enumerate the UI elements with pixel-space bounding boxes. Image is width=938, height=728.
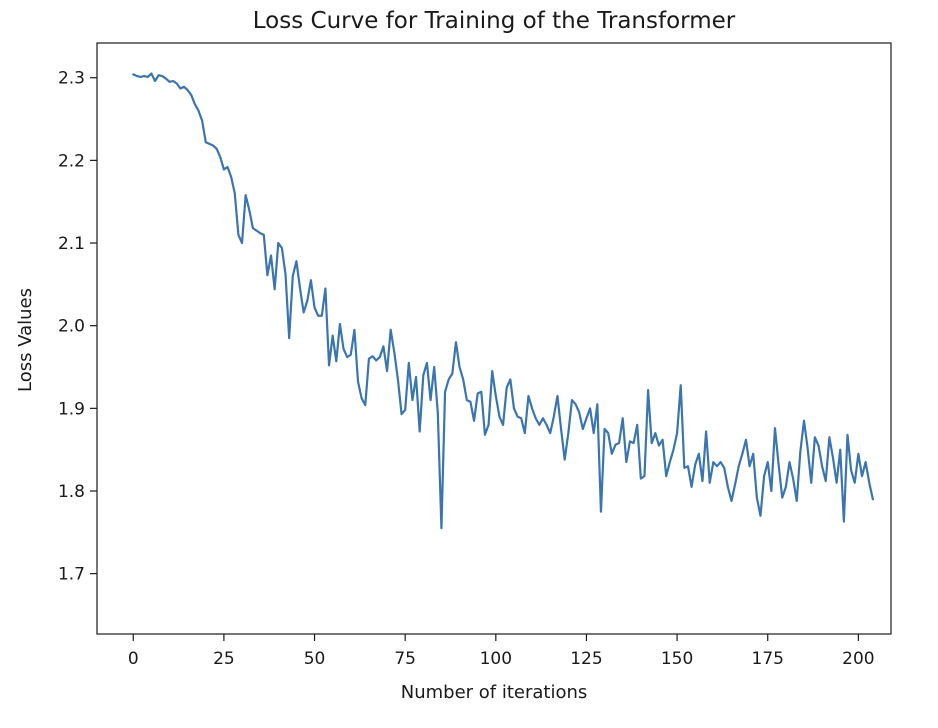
series-group xyxy=(132,72,874,530)
y-axis-label: Loss Values xyxy=(15,288,36,392)
plot-frame xyxy=(96,42,892,635)
y-tick-label: 1.9 xyxy=(58,399,85,419)
x-tick-label: 100 xyxy=(480,649,512,669)
x-tick-label: 150 xyxy=(661,649,693,669)
x-tick-label: 125 xyxy=(570,649,602,669)
y-tick-label: 2.1 xyxy=(58,234,85,254)
chart-title: Loss Curve for Training of the Transform… xyxy=(253,8,736,34)
x-tick-label: 175 xyxy=(752,649,784,669)
axis-ticks: 0 25 50 75 100 125 150 175 200 1.7 1.8 1.9 2.0 2.1 2.2… xyxy=(58,69,875,669)
y-tick-label: 2.2 xyxy=(58,151,85,171)
x-tick-label: 75 xyxy=(394,649,416,669)
x-axis-label: Number of iterations xyxy=(401,682,588,703)
y-tick-label: 1.7 xyxy=(58,565,85,585)
x-tick-label: 0 xyxy=(128,649,139,669)
y-tick-label: 2.3 xyxy=(58,69,85,89)
loss-series-line xyxy=(132,72,874,530)
x-tick-label: 200 xyxy=(842,649,874,669)
y-tick-label: 2.0 xyxy=(58,317,85,337)
x-tick-label: 25 xyxy=(213,649,235,669)
y-tick-label: 1.8 xyxy=(58,482,85,502)
x-tick-label: 50 xyxy=(304,649,326,669)
